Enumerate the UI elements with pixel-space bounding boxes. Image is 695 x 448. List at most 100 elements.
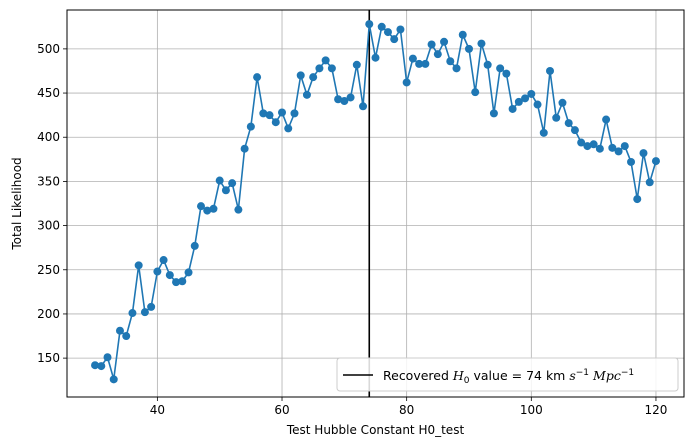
legend-middle: value = 74 km xyxy=(470,368,570,383)
x-axis-label: Test Hubble Constant H0_test xyxy=(286,423,465,437)
data-point xyxy=(402,78,411,87)
y-tick-label: 400 xyxy=(37,130,60,144)
data-point xyxy=(508,104,517,113)
data-point xyxy=(521,94,530,103)
data-point xyxy=(427,40,436,49)
data-point xyxy=(352,60,361,69)
data-point xyxy=(234,205,243,214)
data-point xyxy=(115,326,124,335)
data-point xyxy=(359,102,368,111)
y-tick-label: 350 xyxy=(37,174,60,188)
data-point xyxy=(321,56,330,65)
x-tick-label: 120 xyxy=(645,403,668,417)
data-point xyxy=(471,88,480,97)
data-point xyxy=(246,122,255,131)
series-group xyxy=(91,20,660,384)
data-point xyxy=(309,73,318,82)
data-point xyxy=(627,157,636,166)
data-point xyxy=(371,53,380,62)
data-point xyxy=(415,59,424,68)
data-point xyxy=(558,98,567,107)
data-point xyxy=(315,64,324,73)
y-tick-label: 150 xyxy=(37,351,60,365)
plot-frame xyxy=(66,9,685,398)
data-point xyxy=(147,302,156,311)
y-tick-label: 450 xyxy=(37,86,60,100)
data-point xyxy=(477,39,486,48)
data-point xyxy=(296,71,305,80)
x-tick-label: 100 xyxy=(520,403,543,417)
x-tick-label: 60 xyxy=(274,403,289,417)
data-point xyxy=(91,361,100,370)
data-point xyxy=(452,64,461,73)
data-point xyxy=(633,195,642,204)
data-point xyxy=(215,176,224,185)
data-point xyxy=(165,271,174,280)
data-point xyxy=(533,100,542,109)
data-point xyxy=(539,128,548,137)
data-point xyxy=(253,73,262,82)
data-point xyxy=(464,44,473,53)
data-point xyxy=(327,64,336,73)
data-point xyxy=(446,57,455,66)
data-point xyxy=(489,109,498,118)
legend-label: Recovered H0 value = 74 km s−1 Mpc−1 xyxy=(383,368,634,386)
data-point xyxy=(184,268,193,277)
data-point xyxy=(190,241,199,250)
data-point xyxy=(602,115,611,124)
data-point xyxy=(383,28,392,37)
data-point xyxy=(645,178,654,187)
data-point xyxy=(346,93,355,102)
y-tick-label: 250 xyxy=(37,263,60,277)
data-point xyxy=(109,375,118,384)
data-point xyxy=(203,206,212,215)
data-point xyxy=(514,97,523,106)
y-tick-label: 300 xyxy=(37,219,60,233)
data-point xyxy=(334,95,343,104)
data-point xyxy=(608,143,617,152)
data-point xyxy=(583,142,592,151)
data-point xyxy=(408,54,417,63)
data-point xyxy=(365,20,374,29)
data-point xyxy=(396,25,405,34)
data-point xyxy=(302,90,311,99)
data-point xyxy=(97,362,106,371)
legend-symbol-sub: 0 xyxy=(464,376,470,386)
data-point xyxy=(433,50,442,59)
data-point xyxy=(552,113,561,122)
data-point xyxy=(278,108,287,117)
y-tick-label: 200 xyxy=(37,307,60,321)
y-axis-label: Total Likelihood xyxy=(10,157,24,250)
x-tick-label: 80 xyxy=(399,403,414,417)
data-point xyxy=(546,66,555,75)
data-point xyxy=(284,124,293,133)
data-point xyxy=(259,109,268,118)
legend: Recovered H0 value = 74 km s−1 Mpc−1 xyxy=(336,357,679,392)
data-point xyxy=(620,142,629,151)
data-point xyxy=(228,179,237,188)
data-point xyxy=(614,147,623,156)
legend-unit2: Mpc xyxy=(592,368,621,383)
legend-exp1: −1 xyxy=(576,368,589,378)
data-point xyxy=(527,89,536,98)
axis-ticks: 40 60 80 100 120 150 200 250 300 350 400 450 500 xyxy=(37,42,667,417)
data-point xyxy=(290,109,299,118)
data-point xyxy=(196,202,205,211)
data-point xyxy=(178,277,187,286)
y-tick-label: 500 xyxy=(37,42,60,56)
data-point xyxy=(639,149,648,158)
data-point xyxy=(122,332,131,341)
data-point xyxy=(440,37,449,46)
data-point xyxy=(390,35,399,44)
legend-unit1: s xyxy=(569,368,575,383)
data-point xyxy=(483,60,492,69)
data-point xyxy=(240,144,249,153)
data-point xyxy=(153,267,162,276)
data-point xyxy=(265,111,274,120)
data-point xyxy=(340,97,349,106)
data-point xyxy=(209,204,218,213)
data-point xyxy=(589,140,598,149)
legend-prefix: Recovered xyxy=(383,368,453,383)
data-point xyxy=(458,30,467,39)
